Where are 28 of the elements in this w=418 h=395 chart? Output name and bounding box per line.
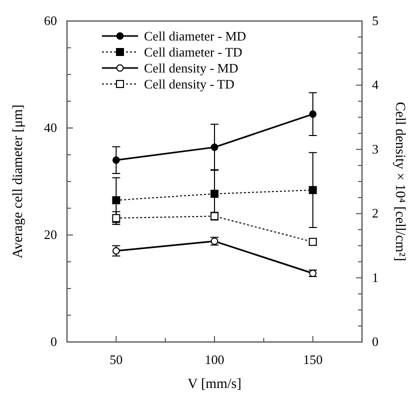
point — [308, 186, 317, 194]
y-axis-title: Average cell diameter [μm] — [11, 104, 26, 258]
y2-tick-label: 0 — [372, 334, 378, 349]
x-tick-label: 50 — [110, 352, 123, 367]
y2-axis-title: Cell density × 10⁴ [cell/cm²] — [392, 102, 407, 262]
x-tick-label: 100 — [204, 352, 224, 367]
legend-label: Cell diameter - TD — [144, 44, 242, 60]
y-tick-label: 40 — [44, 120, 57, 135]
y2-tick-label: 2 — [372, 206, 378, 221]
x-tick-label: 150 — [303, 352, 323, 367]
legend-label: Cell diameter - MD — [144, 28, 246, 44]
y-tick-label: 0 — [50, 334, 57, 349]
x-axis-title: V [mm/s] — [188, 377, 242, 392]
y2-tick-label: 3 — [372, 141, 378, 156]
point — [112, 196, 120, 204]
point — [309, 110, 317, 118]
legend-label: Cell density - MD — [144, 60, 238, 76]
point — [112, 214, 120, 222]
y-tick-label: 60 — [44, 13, 57, 28]
y2-tick-label: 1 — [372, 270, 378, 285]
point — [210, 144, 218, 151]
y2-tick-label: 5 — [372, 13, 378, 28]
point — [112, 156, 120, 164]
y-tick-label: 20 — [44, 227, 57, 242]
point — [210, 190, 218, 198]
point — [112, 247, 120, 255]
legend-label: Cell density - TD — [144, 76, 234, 92]
y2-tick-label: 4 — [372, 77, 379, 92]
